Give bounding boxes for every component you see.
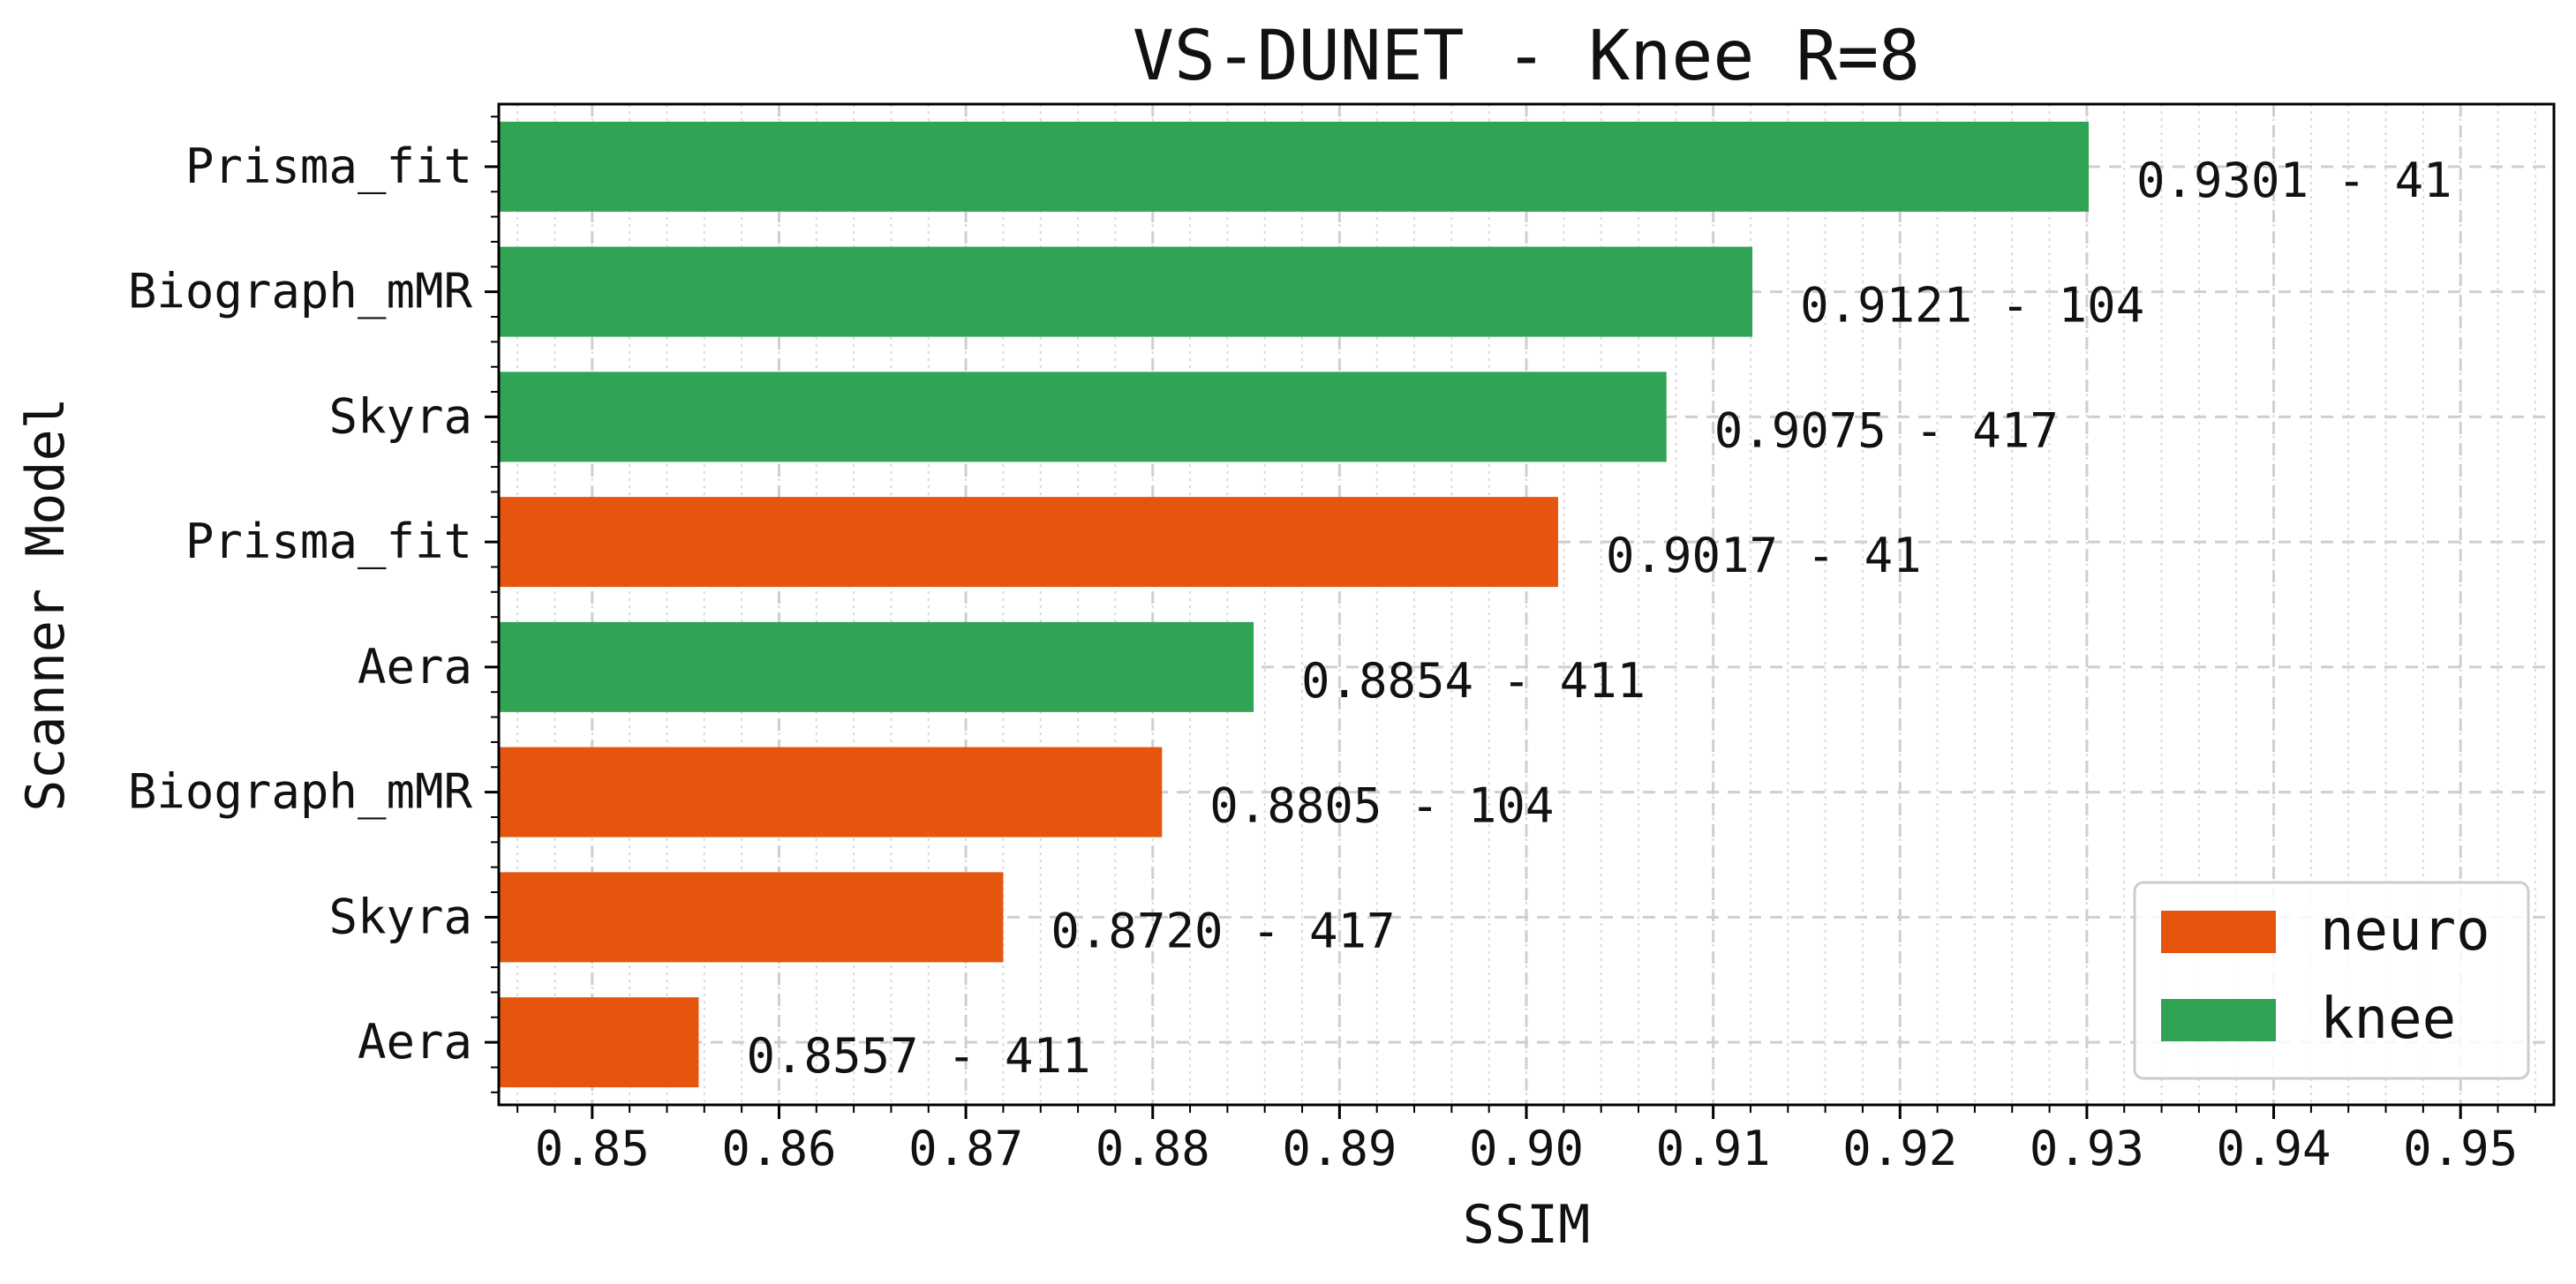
bar-value-label: 0.8805 - 104 <box>1209 778 1554 834</box>
y-axis-label: Scanner Model <box>15 397 77 812</box>
y-tick-label: Prisma_fit <box>185 139 472 194</box>
x-tick-label: 0.86 <box>721 1121 836 1176</box>
bar-knee-aera <box>499 621 1254 712</box>
y-tick-label: Aera <box>358 1014 472 1070</box>
x-tick-label: 0.92 <box>1842 1121 1957 1176</box>
x-axis-label: SSIM <box>1463 1194 1591 1256</box>
bar-value-label: 0.9121 - 104 <box>1800 278 2144 334</box>
legend-label-knee: knee <box>2320 987 2456 1052</box>
legend-swatch-neuro <box>2161 911 2276 953</box>
x-tick-label: 0.93 <box>2030 1121 2144 1176</box>
y-tick-label: Skyra <box>328 388 472 444</box>
legend: neuro knee <box>2133 881 2530 1080</box>
bar-value-label: 0.8720 - 417 <box>1051 903 1395 958</box>
x-tick-label: 0.95 <box>2403 1121 2518 1176</box>
x-tick-label: 0.88 <box>1096 1121 1210 1176</box>
x-tick-labels: 0.85 0.86 0.87 0.88 0.89 0.90 0.91 0.92 0.93 0.94… <box>535 1121 2518 1176</box>
bar-value-label: 0.8854 - 411 <box>1301 653 1646 709</box>
bar-value-label: 0.9075 - 417 <box>1714 402 2059 458</box>
legend-label-neuro: neuro <box>2320 898 2490 964</box>
chart-title: VS-DUNET - Knee R=8 <box>1133 17 1920 96</box>
bars-layer <box>499 121 2090 1088</box>
bar-neuro-prisma_fit <box>499 497 1558 588</box>
y-tick-label: Prisma_fit <box>185 514 472 569</box>
x-tick-label: 0.90 <box>1469 1121 1584 1176</box>
x-tick-label: 0.87 <box>908 1121 1023 1176</box>
y-tick-labels: Prisma_fit Biograph_mMR Skyra Prisma_fit Aer… <box>128 139 473 1070</box>
x-tick-label: 0.91 <box>1656 1121 1771 1176</box>
bar-value-label: 0.9017 - 41 <box>1606 528 1922 583</box>
y-tick-label: Aera <box>358 639 472 695</box>
bar-neuro-skyra <box>499 872 1004 963</box>
bar-neuro-aera <box>499 997 699 1088</box>
x-tick-label: 0.85 <box>535 1121 650 1176</box>
y-tick-label: Skyra <box>328 889 472 944</box>
x-tick-label: 0.89 <box>1282 1121 1397 1176</box>
ticks-layer <box>485 116 2536 1119</box>
bar-neuro-biograph_mmr <box>499 747 1163 837</box>
bar-value-label: 0.8557 - 411 <box>746 1028 1090 1084</box>
bar-value-label: 0.9301 - 41 <box>2136 153 2452 208</box>
bar-knee-prisma_fit <box>499 121 2090 212</box>
legend-swatch-knee <box>2161 999 2276 1041</box>
y-tick-label: Biograph_mMR <box>128 264 473 319</box>
y-tick-label: Biograph_mMR <box>128 764 473 820</box>
bar-knee-biograph_mmr <box>499 246 1753 337</box>
bar-knee-skyra <box>499 372 1667 462</box>
bar-labels-layer: 0.9301 - 41 0.9121 - 104 0.9075 - 417 0.901… <box>746 153 2452 1084</box>
x-tick-label: 0.94 <box>2217 1121 2331 1176</box>
